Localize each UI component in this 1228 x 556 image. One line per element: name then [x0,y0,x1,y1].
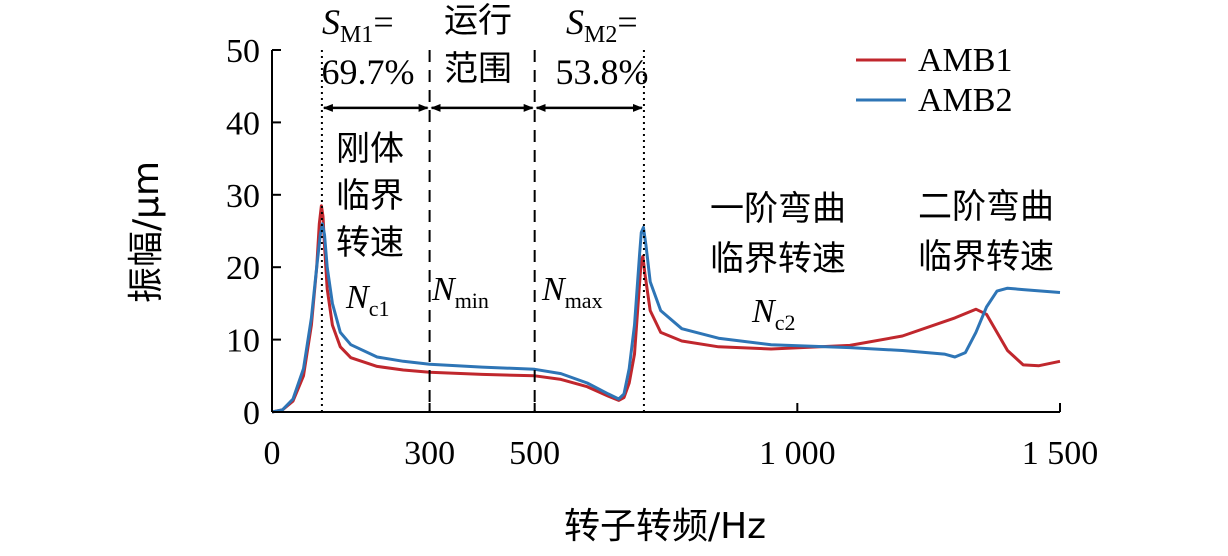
first-bending-line2: 临界转速 [710,239,846,279]
legend: AMB1 AMB2 [856,42,1012,119]
run-range-label-line1: 运行 [444,1,512,41]
second-bending-line1: 二阶弯曲 [918,187,1054,227]
rigid-critical-line3: 转速 [336,223,404,263]
nmin-label: Nmin [431,271,489,313]
series-line-amb1 [271,204,1061,414]
axes [271,49,1061,413]
nc1-label: Nc1 [345,279,389,321]
reference-lines [320,50,645,412]
legend-label-amb1: AMB1 [918,42,1012,79]
sm2-value: 53.8% [556,52,649,92]
y-tick-label: 40 [226,105,260,142]
series-layer [271,204,1061,414]
sm1-label: SM1= [322,2,394,48]
rigid-critical-line1: 刚体 [336,129,404,169]
x-tick-label: 0 [264,435,281,472]
y-tick-label: 50 [226,33,260,70]
legend-label-amb2: AMB2 [918,82,1012,119]
series-line-amb2 [271,222,1061,414]
x-tick-label: 500 [509,435,560,472]
x-tick-label: 1 000 [759,435,836,472]
run-range-label-line2: 范围 [444,49,512,89]
second-bending-line2: 临界转速 [918,237,1054,277]
x-tick-label: 300 [404,435,455,472]
x-axis-title: 转子转频/Hz [564,506,766,547]
sm2-label: SM2= [566,2,638,48]
nmax-label: Nmax [541,271,603,313]
y-tick-label: 0 [243,395,260,432]
x-tick-label: 1 500 [1022,435,1099,472]
y-tick-label: 30 [226,178,260,215]
y-axis-title: 振幅/μm [126,161,167,303]
first-bending-line1: 一阶弯曲 [710,189,846,229]
y-tick-label: 10 [226,323,260,360]
nc2-label: Nc2 [751,293,795,335]
y-tick-label: 20 [226,250,260,287]
sm1-value: 69.7% [322,52,415,92]
rigid-critical-line2: 临界 [336,176,404,216]
